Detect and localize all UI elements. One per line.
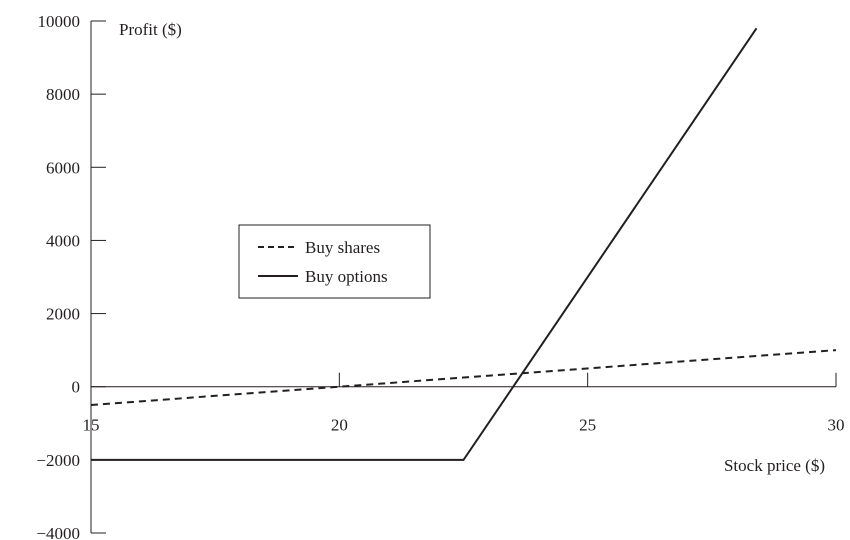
legend-label-buy-shares: Buy shares <box>305 238 380 257</box>
y-tick-label: 2000 <box>46 305 80 324</box>
y-tick-label: −4000 <box>36 524 80 540</box>
y-tick-label: 8000 <box>46 85 80 104</box>
x-tick-label: 25 <box>579 416 596 435</box>
y-tick-label: 4000 <box>46 231 80 250</box>
y-axis-title: Profit ($) <box>119 20 182 39</box>
x-axis-title: Stock price ($) <box>724 456 825 475</box>
series-line-buy-options <box>91 27 758 461</box>
x-tick-label: 20 <box>331 416 348 435</box>
legend-label-buy-options: Buy options <box>305 267 388 286</box>
legend: Buy shares Buy options <box>238 224 431 299</box>
legend-box <box>238 224 431 299</box>
x-tick-label: 30 <box>828 416 845 435</box>
y-tick-label: 6000 <box>46 158 80 177</box>
series-layer <box>90 27 837 461</box>
x-tick-label: 15 <box>83 416 100 435</box>
x-axis: 15 20 25 30 <box>83 372 845 435</box>
y-tick-label: 10000 <box>38 12 81 31</box>
y-tick-label: −2000 <box>36 451 80 470</box>
y-tick-label: 0 <box>72 378 81 397</box>
series-line-buy-shares <box>90 349 837 406</box>
y-axis: −4000 −2000 0 2000 4000 6000 8000 10000 <box>36 12 106 540</box>
